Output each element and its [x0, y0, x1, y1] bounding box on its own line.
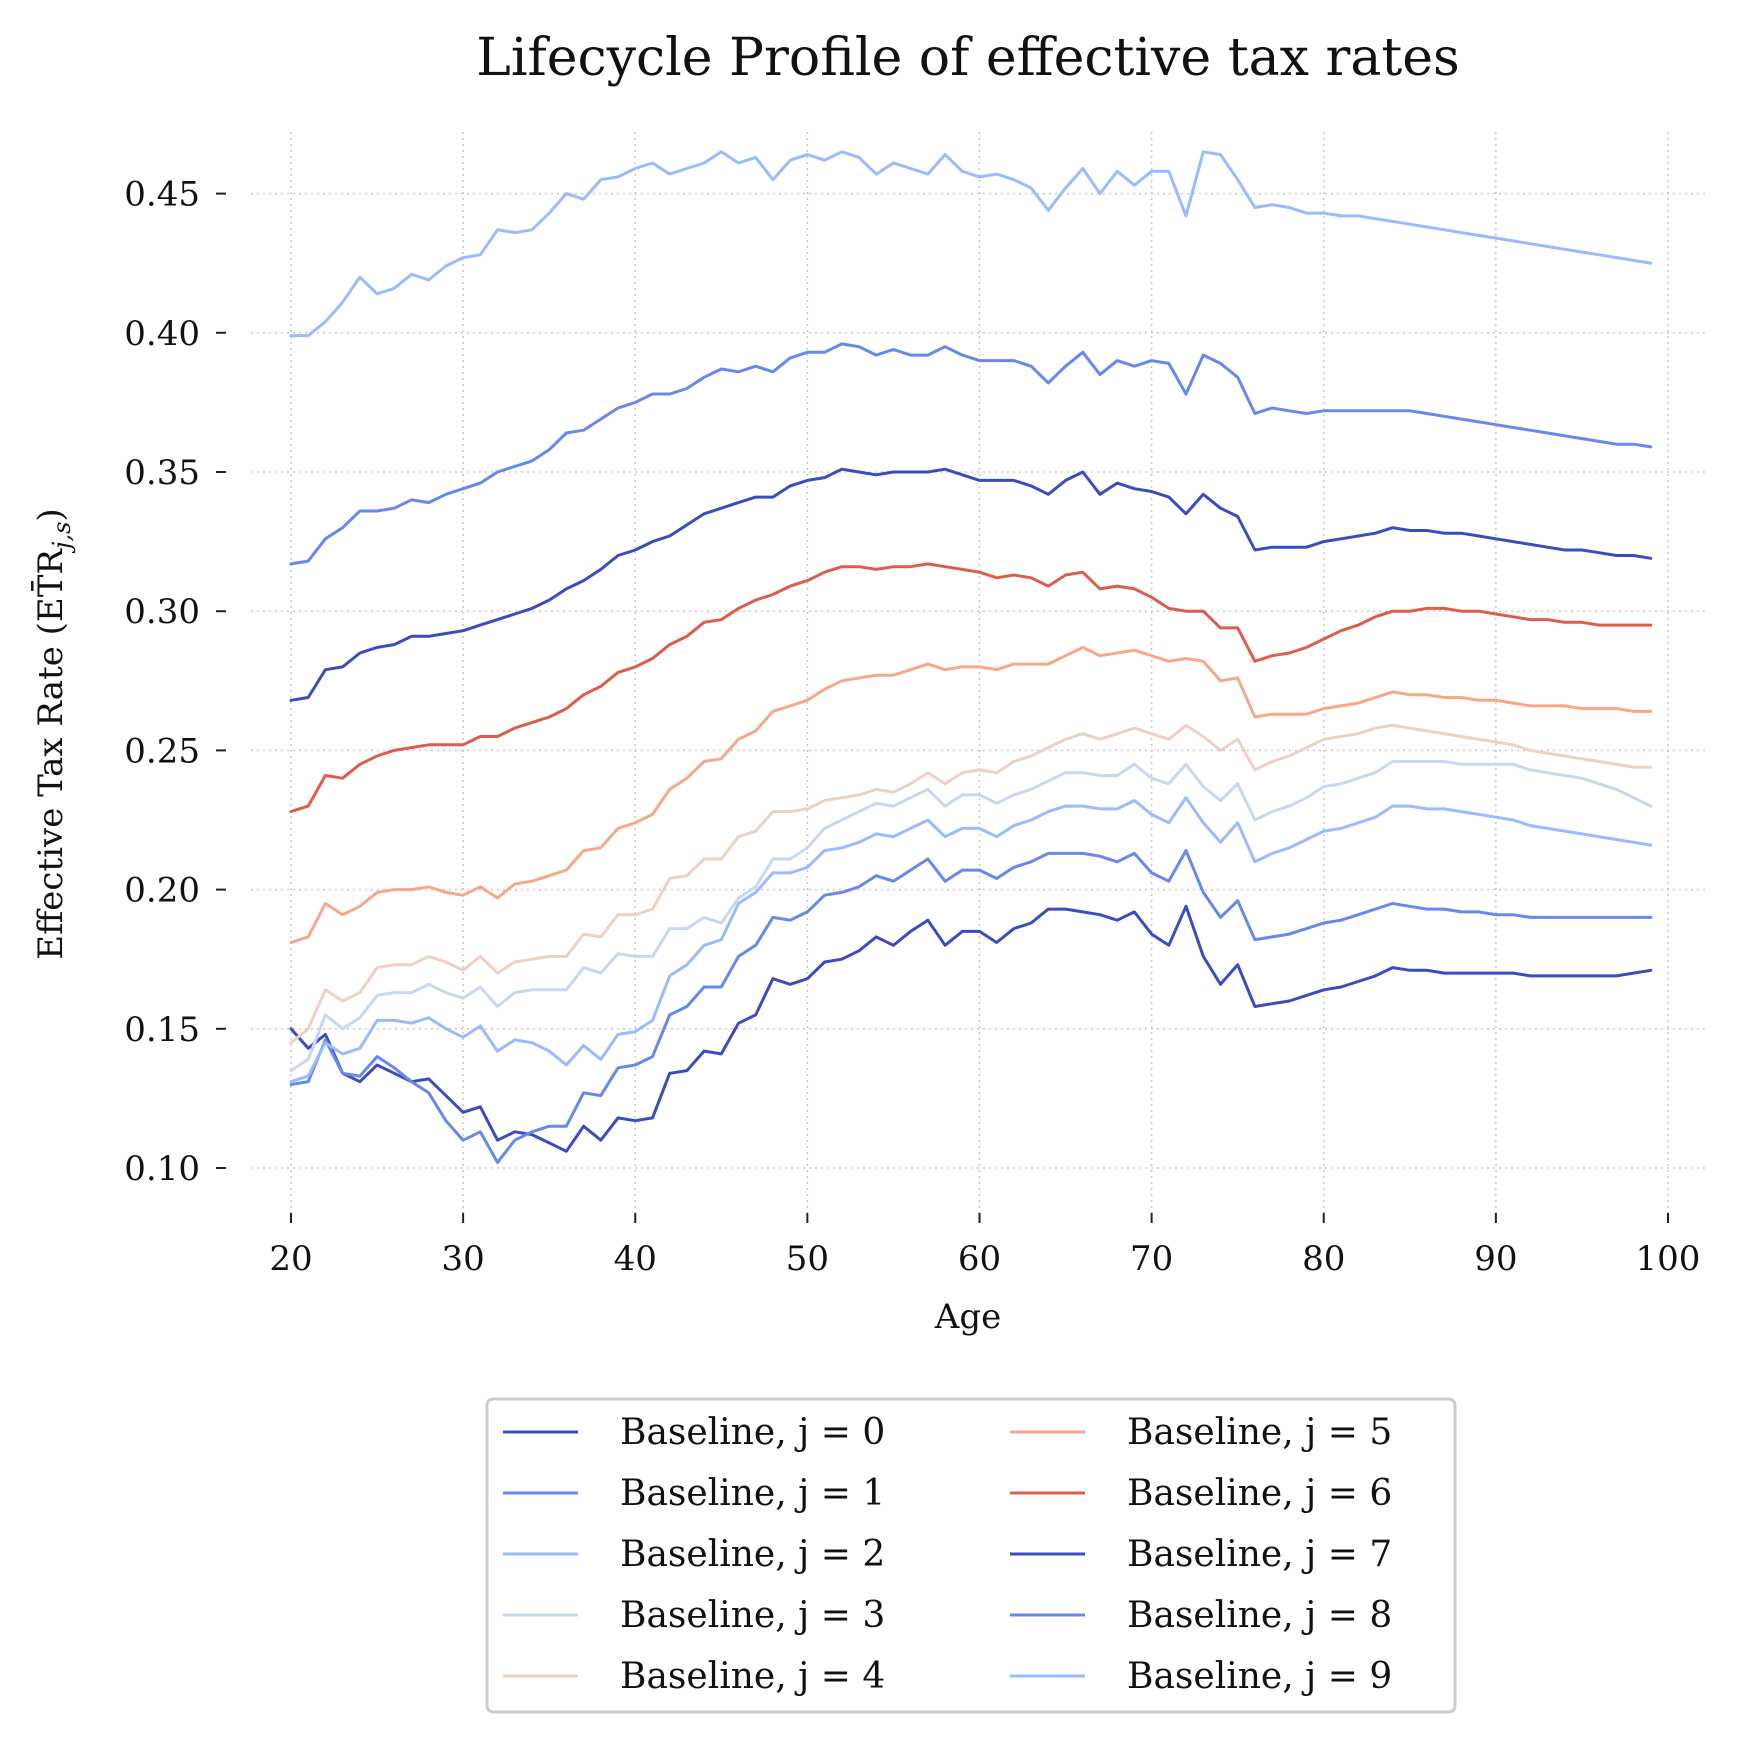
legend-box [485, 1397, 1457, 1714]
legend-label: Baseline, j = 0 [620, 1412, 885, 1453]
legend-label: Baseline, j = 9 [1127, 1656, 1392, 1697]
y-tick-label: 0.45 [124, 175, 200, 215]
series-line-j6 [289, 562, 1653, 814]
series-line-j1 [289, 849, 1653, 1164]
series-line-j5 [289, 645, 1653, 944]
series-line-j9 [289, 150, 1653, 338]
y-tick-label: 0.35 [124, 453, 200, 493]
chart-title: Lifecycle Profile of effective tax rates [476, 28, 1459, 88]
legend-label: Baseline, j = 2 [620, 1534, 885, 1575]
y-tick-label: 0.25 [124, 731, 200, 771]
series-line-j8 [289, 342, 1653, 566]
x-tick-label: 60 [958, 1239, 1001, 1279]
legend-label: Baseline, j = 4 [620, 1656, 885, 1697]
series-line-j0 [289, 904, 1653, 1153]
legend-label: Baseline, j = 7 [1127, 1534, 1392, 1575]
legend-label: Baseline, j = 8 [1127, 1595, 1392, 1636]
x-axis-label: Age [934, 1297, 1001, 1337]
y-tick-label: 0.10 [124, 1149, 200, 1189]
y-tick-label: 0.40 [124, 314, 200, 354]
legend-label: Baseline, j = 6 [1127, 1473, 1392, 1514]
x-tick-label: 80 [1302, 1239, 1345, 1279]
series-lines [289, 150, 1653, 1164]
axis-ticks: 20 30 40 50 60 70 80 90 100 0.10 0.15 0.20 0.25 0.30 0… [124, 175, 1700, 1279]
x-tick-label: 20 [269, 1239, 312, 1279]
y-tick-label: 0.30 [124, 592, 200, 632]
y-tick-label: 0.20 [124, 871, 200, 911]
x-tick-label: 50 [786, 1239, 829, 1279]
x-tick-label: 70 [1130, 1239, 1173, 1279]
y-axis-label-main: Effective Tax Rate (ET̄R [30, 548, 71, 960]
grid [251, 132, 1708, 1213]
x-tick-label: 100 [1636, 1239, 1701, 1279]
legend: Baseline, j = 0 Baseline, j = 1 Baseline, … [485, 1397, 1457, 1714]
y-axis-label-subscript: j,s [48, 522, 76, 554]
series-line-j3 [289, 760, 1653, 1073]
y-tick-label: 0.15 [124, 1010, 200, 1050]
x-tick-label: 90 [1474, 1239, 1517, 1279]
x-tick-label: 40 [614, 1239, 657, 1279]
legend-label: Baseline, j = 3 [620, 1595, 885, 1636]
legend-label: Baseline, j = 5 [1127, 1412, 1392, 1453]
y-axis-label-close: ) [31, 508, 71, 521]
series-line-j2 [289, 796, 1653, 1084]
series-line-j4 [289, 723, 1653, 1045]
x-tick-label: 30 [441, 1239, 484, 1279]
y-axis-label: Effective Tax Rate (ET̄Rj,s) [30, 508, 76, 959]
legend-label: Baseline, j = 1 [620, 1473, 885, 1514]
series-line-j7 [289, 467, 1653, 702]
